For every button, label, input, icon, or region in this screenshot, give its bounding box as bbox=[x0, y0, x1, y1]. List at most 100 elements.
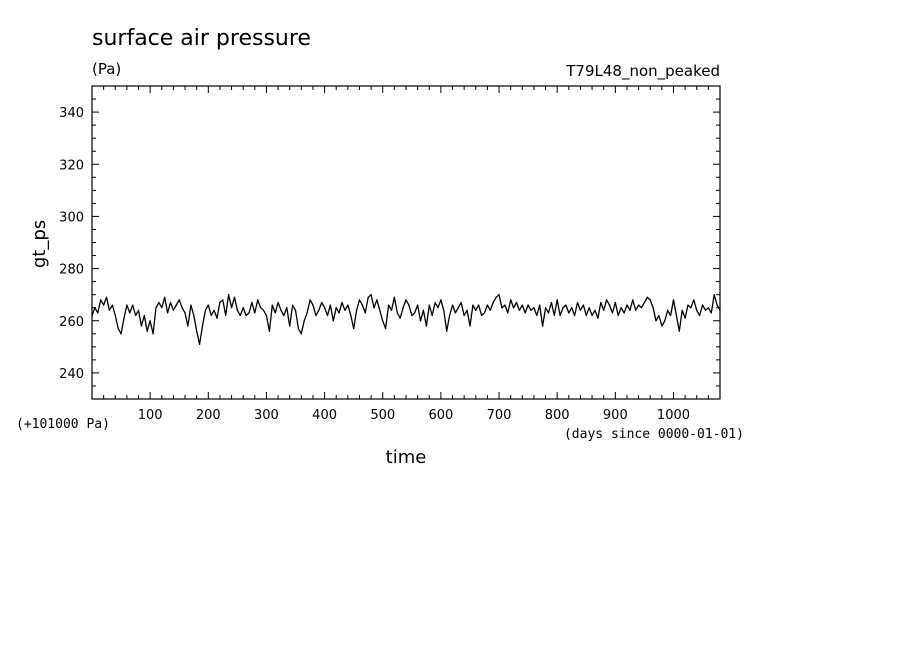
data-point bbox=[338, 312, 340, 314]
data-point bbox=[603, 309, 605, 311]
data-point bbox=[294, 309, 297, 311]
data-point bbox=[440, 299, 442, 301]
data-point bbox=[210, 314, 212, 317]
data-point bbox=[591, 314, 593, 317]
data-point bbox=[146, 330, 148, 332]
data-point bbox=[521, 304, 523, 306]
data-point bbox=[658, 314, 660, 317]
data-point bbox=[637, 304, 640, 306]
data-point bbox=[193, 314, 195, 317]
data-point bbox=[111, 304, 113, 306]
data-point bbox=[571, 307, 573, 309]
data-point bbox=[332, 320, 334, 322]
data-point bbox=[539, 304, 541, 306]
data-point bbox=[661, 325, 663, 327]
x-axis-label: time bbox=[386, 447, 427, 468]
data-point bbox=[693, 299, 695, 301]
data-point bbox=[114, 314, 116, 317]
data-point bbox=[248, 312, 250, 314]
data-point bbox=[265, 314, 268, 317]
data-point bbox=[704, 309, 707, 311]
data-point bbox=[350, 314, 352, 317]
data-point bbox=[512, 307, 515, 309]
y-tick-label: 260 bbox=[59, 315, 84, 330]
data-point bbox=[553, 314, 555, 317]
x-tick-label: 700 bbox=[487, 408, 512, 423]
data-point bbox=[353, 327, 355, 330]
data-point bbox=[289, 325, 291, 327]
data-point bbox=[143, 314, 145, 317]
data-point bbox=[277, 301, 279, 304]
data-point bbox=[576, 301, 579, 304]
data-point bbox=[236, 309, 238, 311]
data-point bbox=[379, 309, 381, 311]
data-point bbox=[271, 304, 273, 306]
data-point bbox=[649, 299, 651, 301]
data-point bbox=[233, 296, 236, 298]
data-point bbox=[402, 307, 404, 309]
data-point bbox=[460, 301, 462, 304]
data-point bbox=[486, 304, 489, 306]
data-point bbox=[664, 320, 666, 322]
data-point bbox=[158, 301, 160, 304]
data-point bbox=[428, 304, 430, 306]
y-tick-label: 300 bbox=[59, 210, 84, 225]
data-point bbox=[94, 307, 96, 309]
data-point bbox=[640, 307, 643, 309]
data-point bbox=[361, 304, 363, 306]
data-point bbox=[245, 314, 247, 317]
data-point bbox=[376, 299, 378, 301]
data-point bbox=[344, 309, 346, 311]
data-point bbox=[707, 307, 709, 309]
data-point bbox=[594, 309, 596, 311]
x-units-label: (days since 0000-01-01) bbox=[564, 427, 744, 442]
data-point bbox=[713, 294, 715, 296]
data-point bbox=[562, 307, 564, 309]
data-point bbox=[478, 304, 480, 306]
data-point bbox=[635, 309, 637, 311]
x-tick-label: 500 bbox=[370, 408, 395, 423]
data-point bbox=[699, 314, 701, 317]
data-point bbox=[306, 312, 308, 314]
data-point bbox=[696, 309, 698, 311]
data-point bbox=[414, 312, 416, 314]
data-point bbox=[643, 301, 646, 304]
data-point bbox=[123, 317, 125, 319]
data-point bbox=[443, 309, 445, 311]
data-point bbox=[626, 304, 628, 306]
data-point bbox=[559, 314, 561, 317]
data-point bbox=[390, 309, 393, 311]
data-point bbox=[297, 327, 300, 330]
data-point bbox=[382, 320, 384, 322]
data-point bbox=[466, 309, 468, 311]
data-point bbox=[504, 304, 506, 306]
data-point bbox=[385, 327, 387, 330]
data-point bbox=[242, 307, 244, 309]
data-point bbox=[370, 294, 372, 296]
data-point bbox=[669, 314, 672, 317]
data-point bbox=[262, 309, 265, 311]
data-point bbox=[408, 304, 410, 306]
data-point bbox=[268, 330, 270, 332]
data-point bbox=[103, 304, 105, 306]
data-point bbox=[457, 307, 459, 309]
data-point bbox=[544, 307, 547, 309]
data-point bbox=[475, 309, 477, 311]
data-point bbox=[437, 307, 439, 309]
series-line bbox=[91, 294, 721, 345]
data-point bbox=[251, 301, 253, 304]
data-point bbox=[100, 299, 102, 301]
y-tick-label: 240 bbox=[59, 367, 84, 382]
data-point bbox=[373, 307, 375, 309]
data-point bbox=[280, 309, 282, 311]
data-point bbox=[556, 299, 558, 301]
data-point bbox=[652, 307, 654, 309]
data-point bbox=[97, 312, 99, 314]
data-point bbox=[321, 301, 323, 304]
data-point bbox=[387, 304, 390, 306]
data-point bbox=[451, 304, 454, 306]
data-point bbox=[358, 299, 361, 301]
data-point bbox=[606, 299, 608, 301]
data-point bbox=[425, 325, 427, 327]
data-point bbox=[672, 299, 675, 301]
